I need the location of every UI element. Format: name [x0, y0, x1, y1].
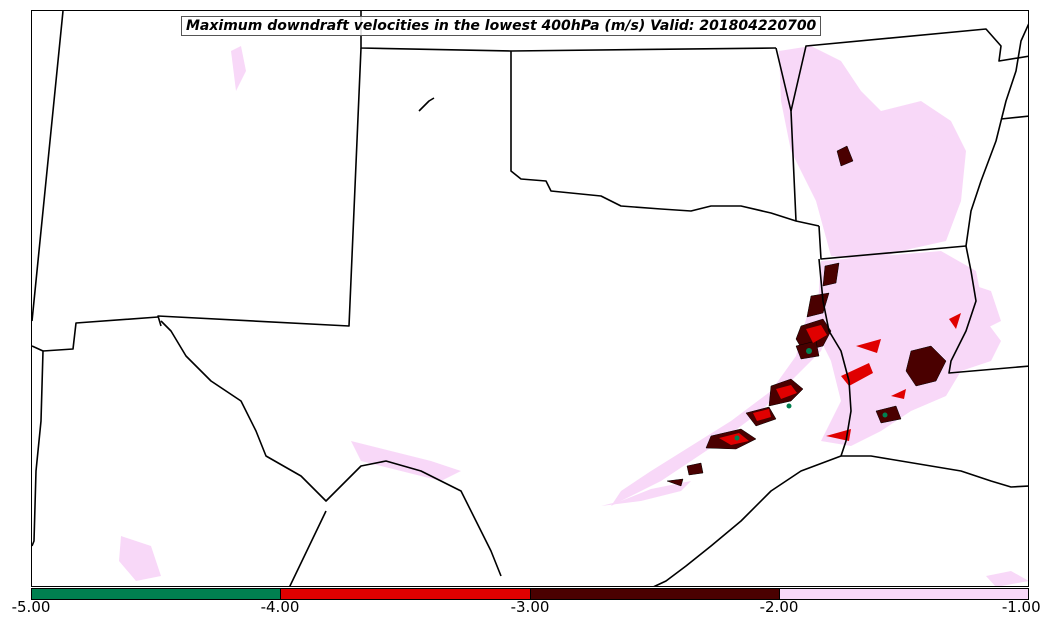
colorbar-segment-1	[32, 589, 282, 599]
colorbar-tick-2: -4.00	[260, 598, 300, 616]
colorbar-segment-3	[530, 589, 780, 599]
colorbar-tick-4: -2.00	[759, 598, 799, 616]
map-title: Maximum downdraft velocities in the lowe…	[181, 16, 822, 36]
downdraft-light-pink-areas	[119, 46, 1028, 586]
map-canvas	[32, 11, 1028, 586]
colorbar-segment-2	[281, 589, 531, 599]
colorbar-segment-4	[779, 589, 1028, 599]
colorbar-tick-1: -5.00	[11, 598, 51, 616]
colorbar	[31, 588, 1029, 600]
map-panel	[31, 10, 1029, 587]
colorbar-tick-3: -3.00	[510, 598, 550, 616]
downdraft-green-areas	[734, 348, 888, 441]
colorbar-tick-5: -1.00	[1001, 598, 1041, 616]
